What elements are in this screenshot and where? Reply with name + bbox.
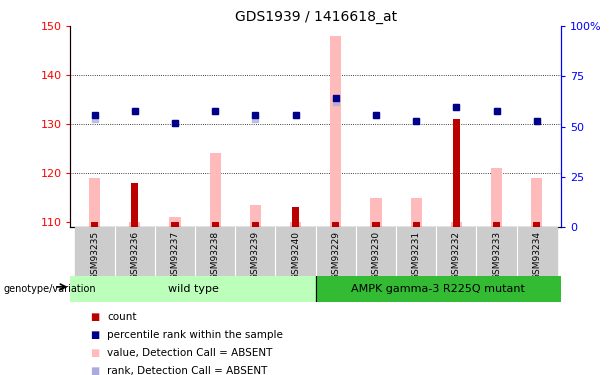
Bar [210,153,221,227]
Bar [172,222,178,227]
Bar [89,178,101,227]
Text: GSM93236: GSM93236 [131,231,139,280]
Bar [356,227,396,276]
Bar [70,276,316,302]
Text: GSM93229: GSM93229 [331,231,340,280]
Text: GSM93230: GSM93230 [371,231,381,280]
Bar [332,222,340,227]
Text: GSM93239: GSM93239 [251,231,260,280]
Text: GSM93237: GSM93237 [170,231,180,280]
Bar [115,227,155,276]
Bar [252,222,259,227]
Bar [370,198,382,227]
Bar [155,227,195,276]
Bar [211,222,219,227]
Text: ■: ■ [90,330,100,340]
Text: rank, Detection Call = ABSENT: rank, Detection Call = ABSENT [107,366,268,375]
Text: percentile rank within the sample: percentile rank within the sample [107,330,283,340]
Bar [195,227,235,276]
Text: GSM93235: GSM93235 [90,231,99,280]
Text: GSM93234: GSM93234 [532,231,541,280]
Text: GSM93232: GSM93232 [452,231,461,280]
Text: count: count [107,312,137,322]
Text: ■: ■ [90,348,100,358]
Bar [330,36,341,227]
Bar [451,222,462,227]
Title: GDS1939 / 1416618_at: GDS1939 / 1416618_at [235,10,397,24]
Text: GSM93240: GSM93240 [291,231,300,280]
Text: GSM93238: GSM93238 [211,231,219,280]
Bar [453,119,460,227]
Bar [411,198,422,227]
Bar [290,222,301,227]
Bar [316,227,356,276]
Bar [316,276,561,302]
Bar [517,227,557,276]
Bar [396,227,436,276]
Text: value, Detection Call = ABSENT: value, Detection Call = ABSENT [107,348,273,358]
Bar [131,183,139,227]
Text: ■: ■ [90,366,100,375]
Bar [235,227,275,276]
Bar [493,222,500,227]
Bar [169,217,181,227]
Text: GSM93231: GSM93231 [412,231,421,280]
Text: wild type: wild type [168,284,218,294]
Bar [476,227,517,276]
Bar [533,222,541,227]
Text: genotype/variation: genotype/variation [3,285,96,294]
Text: ■: ■ [90,312,100,322]
Text: AMPK gamma-3 R225Q mutant: AMPK gamma-3 R225Q mutant [351,284,525,294]
Bar [413,222,420,227]
Bar [249,205,261,227]
Bar [491,168,502,227]
Bar [436,227,476,276]
Bar [292,207,299,227]
Bar [129,222,140,227]
Bar [531,178,543,227]
Bar [275,227,316,276]
Bar [75,227,115,276]
Text: GSM93233: GSM93233 [492,231,501,280]
Bar [372,222,379,227]
Bar [91,222,98,227]
